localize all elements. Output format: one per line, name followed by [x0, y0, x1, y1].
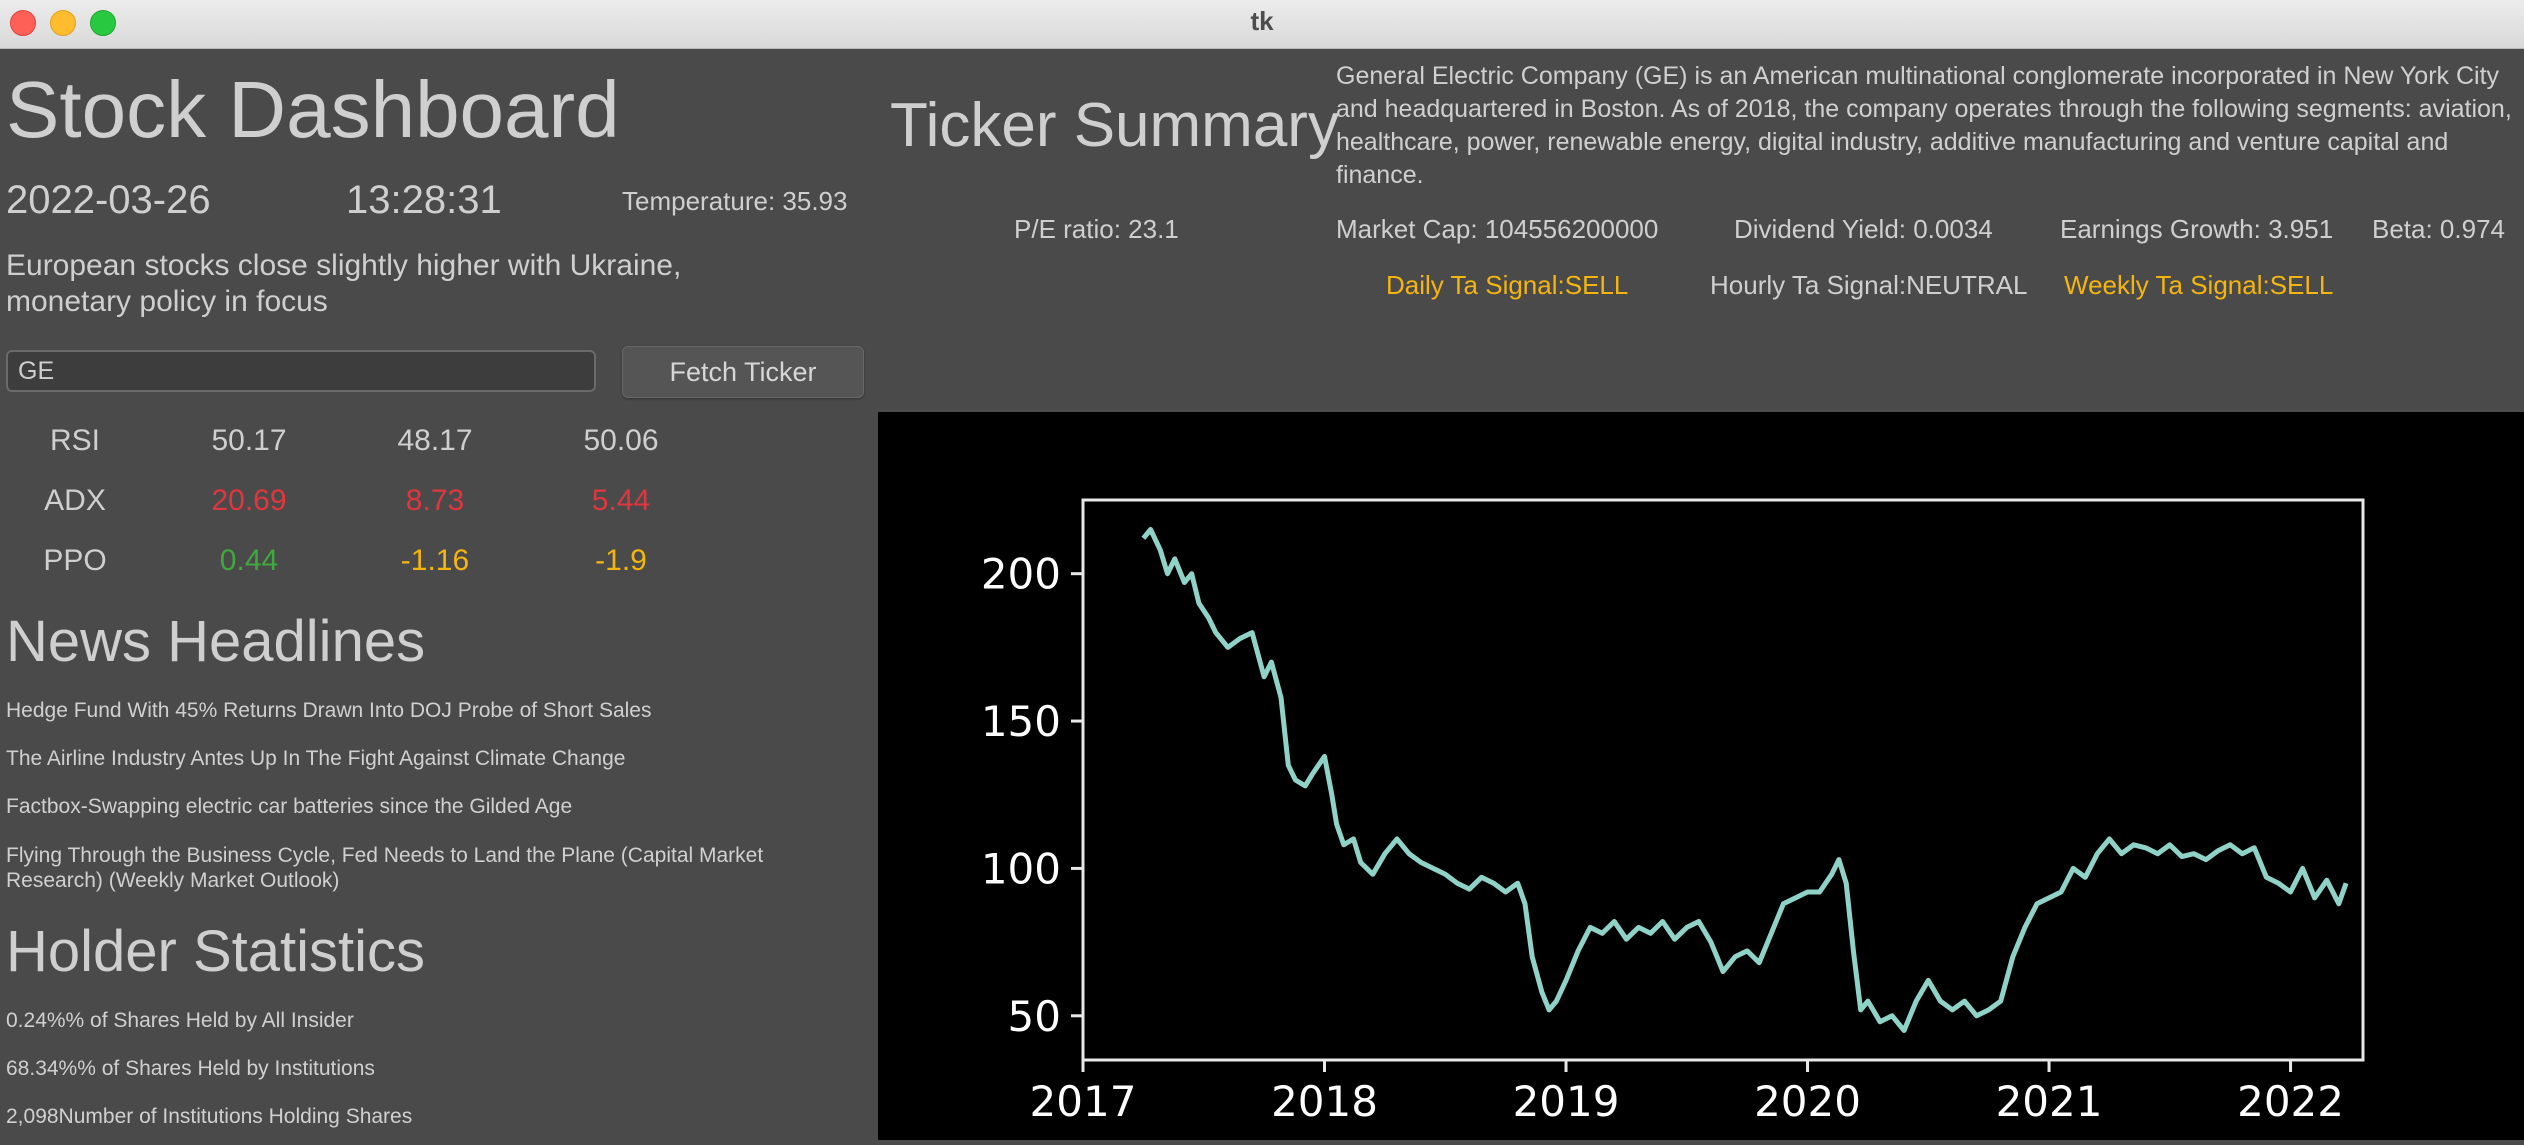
x-tick-label: 2017 [1030, 1077, 1137, 1126]
title-bar: tk [0, 0, 2524, 49]
ppo-value-daily: 0.44 [219, 544, 279, 577]
y-tick-label: 150 [981, 697, 1061, 746]
minimize-window-button[interactable] [50, 10, 76, 36]
holder-statistics-title: Holder Statistics [6, 919, 426, 984]
ticker-input[interactable] [6, 350, 596, 392]
rsi-value-daily: 50.17 [211, 424, 287, 457]
y-tick-label: 100 [981, 844, 1061, 893]
x-tick-label: 2021 [1996, 1077, 2103, 1126]
market-headline: European stocks close slightly higher wi… [6, 249, 682, 318]
ppo-value-hourly: -1.16 [400, 544, 470, 577]
temperature-label: Temperature: 35.93 [622, 186, 848, 216]
adx-value-daily: 20.69 [211, 484, 287, 517]
weekly-ta-signal: Weekly Ta Signal:SELL [2064, 270, 2334, 300]
holder-stat-item: 68.34%% of Shares Held by Institutions [6, 1057, 375, 1080]
news-item[interactable]: The Airline Industry Antes Up In The Fig… [6, 747, 626, 770]
hourly-ta-signal: Hourly Ta Signal:NEUTRAL [1710, 270, 2028, 300]
pe-ratio-label: P/E ratio: 23.1 [1014, 214, 1179, 244]
price-chart-panel: 50 100 150 200 2017 2018 2019 2020 2021 2022 [878, 412, 2524, 1140]
x-tick-label: 2019 [1513, 1077, 1620, 1126]
company-description: General Electric Company (GE) is an Amer… [1336, 62, 2512, 189]
date-label: 2022-03-26 [6, 178, 211, 222]
dashboard-title: Stock Dashboard [6, 65, 620, 154]
holder-stat-item: 0.24%% of Shares Held by All Insider [6, 1009, 354, 1032]
dividend-yield-label: Dividend Yield: 0.0034 [1734, 214, 1993, 244]
ticker-summary-title: Ticker Summary [890, 91, 1339, 160]
adx-value-weekly: 5.44 [591, 484, 651, 517]
ppo-value-weekly: -1.9 [595, 544, 647, 577]
beta-label: Beta: 0.974 [2372, 214, 2505, 244]
y-tick-label: 200 [981, 550, 1061, 599]
earnings-growth-label: Earnings Growth: 3.951 [2060, 214, 2334, 244]
daily-ta-signal: Daily Ta Signal:SELL [1386, 270, 1629, 300]
holder-stat-item: 2,098Number of Institutions Holding Shar… [6, 1105, 413, 1128]
plot-frame [1081, 498, 2365, 1062]
x-tick-label: 2020 [1754, 1077, 1861, 1126]
close-window-button[interactable] [10, 10, 36, 36]
market-cap-label: Market Cap: 104556200000 [1336, 214, 1659, 244]
rsi-value-hourly: 48.17 [397, 424, 473, 457]
fetch-ticker-button[interactable]: Fetch Ticker [622, 346, 864, 398]
indicator-name-rsi: RSI [49, 424, 100, 457]
indicator-name-adx: ADX [44, 484, 106, 517]
price-series-line [1141, 527, 2349, 1033]
time-label: 13:28:31 [346, 178, 502, 222]
x-tick-label: 2018 [1271, 1077, 1378, 1126]
y-tick-label: 50 [1008, 992, 1061, 1041]
window-title: tk [1250, 6, 1274, 36]
zoom-window-button[interactable] [90, 10, 116, 36]
rsi-value-weekly: 50.06 [583, 424, 659, 457]
news-item[interactable]: Flying Through the Business Cycle, Fed N… [6, 844, 764, 893]
indicator-name-ppo: PPO [43, 544, 107, 577]
news-item[interactable]: Factbox-Swapping electric car batteries … [6, 795, 573, 818]
price-line-chart: 50 100 150 200 2017 2018 2019 2020 2021 2022 [981, 498, 2365, 1126]
news-item[interactable]: Hedge Fund With 45% Returns Drawn Into D… [6, 699, 652, 722]
news-headlines-title: News Headlines [6, 609, 426, 674]
x-tick-label: 2022 [2237, 1077, 2344, 1126]
adx-value-hourly: 8.73 [405, 484, 465, 517]
